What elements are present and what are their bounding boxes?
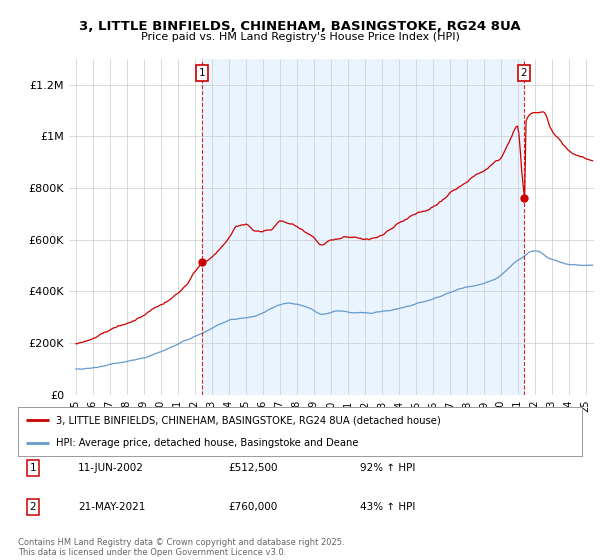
Text: 3, LITTLE BINFIELDS, CHINEHAM, BASINGSTOKE, RG24 8UA (detached house): 3, LITTLE BINFIELDS, CHINEHAM, BASINGSTO… xyxy=(56,416,441,426)
Bar xyxy=(202,59,524,395)
Text: £512,500: £512,500 xyxy=(228,463,277,473)
Text: Price paid vs. HM Land Registry's House Price Index (HPI): Price paid vs. HM Land Registry's House … xyxy=(140,32,460,43)
Text: 11-JUN-2002: 11-JUN-2002 xyxy=(78,463,144,473)
Text: 3, LITTLE BINFIELDS, CHINEHAM, BASINGSTOKE, RG24 8UA: 3, LITTLE BINFIELDS, CHINEHAM, BASINGSTO… xyxy=(79,20,521,32)
Text: Contains HM Land Registry data © Crown copyright and database right 2025.
This d: Contains HM Land Registry data © Crown c… xyxy=(18,538,344,557)
Text: 2: 2 xyxy=(29,502,37,512)
Text: 1: 1 xyxy=(199,68,206,78)
Text: 92% ↑ HPI: 92% ↑ HPI xyxy=(360,463,415,473)
Text: 21-MAY-2021: 21-MAY-2021 xyxy=(78,502,145,512)
Text: £760,000: £760,000 xyxy=(228,502,277,512)
Text: 1: 1 xyxy=(29,463,37,473)
Text: 43% ↑ HPI: 43% ↑ HPI xyxy=(360,502,415,512)
Text: HPI: Average price, detached house, Basingstoke and Deane: HPI: Average price, detached house, Basi… xyxy=(56,438,359,448)
Text: 2: 2 xyxy=(521,68,527,78)
